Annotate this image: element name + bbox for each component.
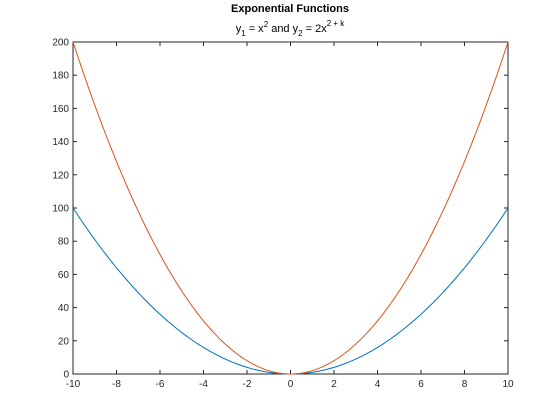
chart-title: Exponential Functions: [231, 3, 349, 15]
subtitle-y1-rhs: = x: [246, 23, 265, 35]
y-tick-label: 160: [52, 104, 69, 115]
subtitle-y2-sub: 2: [298, 29, 303, 38]
x-tick-label: 0: [288, 379, 294, 390]
chart-subtitle: y1 = x2 and y2 = 2x2 + k: [236, 19, 346, 38]
x-tick-label: 6: [418, 379, 424, 390]
y-tick-label: 60: [58, 270, 70, 281]
y-tick-label: 200: [52, 38, 69, 49]
x-tick-label: 10: [502, 379, 514, 390]
x-tick-label: -10: [66, 379, 81, 390]
y-tick-label: 80: [58, 237, 70, 248]
series-line-2: [72, 41, 509, 375]
subtitle-y2-rhs: = 2x: [303, 23, 328, 35]
y-tick-label: 40: [58, 303, 70, 314]
subtitle-y2-var: y: [293, 23, 299, 35]
y-tick-label: 140: [52, 137, 69, 148]
subtitle-y2-sup: 2 + k: [327, 19, 346, 28]
subtitle-y1-sup: 2: [264, 20, 269, 29]
x-tick-label: -8: [112, 379, 121, 390]
x-tick-label: 2: [331, 379, 337, 390]
y-tick-label: 180: [52, 71, 69, 82]
x-tick-label: -2: [243, 379, 252, 390]
subtitle-joiner: and: [268, 23, 292, 35]
y-tick-label: 20: [58, 336, 70, 347]
x-tick-label: 4: [375, 379, 381, 390]
subtitle-y1-sub: 1: [241, 29, 246, 38]
axes-box: [72, 41, 509, 375]
x-tick-label: 8: [462, 379, 468, 390]
y-tick-label: 120: [52, 170, 69, 181]
x-tick-label: -4: [199, 379, 208, 390]
y-tick-label: 100: [52, 204, 69, 215]
subtitle-y1-var: y: [236, 23, 242, 35]
plot-area: -10 -8 -6 -4 -2 0 2 4 6 8 100204060801001201401601…: [52, 38, 514, 391]
series-line-1: [72, 207, 509, 375]
y-tick-label: 0: [63, 370, 69, 381]
x-tick-label: -6: [156, 379, 165, 390]
